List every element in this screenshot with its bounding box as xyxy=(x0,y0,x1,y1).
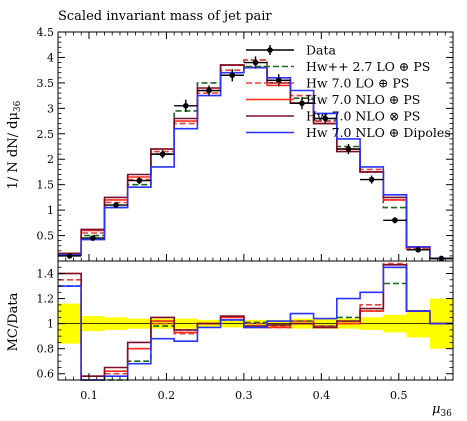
data-point xyxy=(438,255,445,262)
legend-series-label: Hw 7.0 NLO ⊕ PS xyxy=(306,92,420,107)
mc-ratio-line xyxy=(58,266,453,381)
data-point xyxy=(368,176,375,183)
legend-series-label: Hw 7.0 LO ⊕ PS xyxy=(306,76,409,91)
data-point xyxy=(136,177,143,184)
ratio-y-tick-label: 1.2 xyxy=(37,293,55,306)
data-point xyxy=(66,253,73,259)
legend-data-marker xyxy=(267,47,273,53)
main-grid-layer xyxy=(58,56,453,262)
ratio-y-tick-label: 1.4 xyxy=(37,268,55,281)
data-point xyxy=(206,87,212,94)
ratio-layer xyxy=(58,262,453,381)
y-tick-label: 0.5 xyxy=(37,230,55,243)
data-point xyxy=(345,146,352,152)
x-tick-label: 0.2 xyxy=(158,389,176,402)
y-tick-label: 3.5 xyxy=(37,77,55,90)
y-tick-label: 2 xyxy=(47,153,54,166)
data-point xyxy=(275,77,282,84)
y-tick-label: 1 xyxy=(47,204,54,217)
data-point xyxy=(299,100,305,107)
x-tick-label: 0.1 xyxy=(80,389,98,402)
x-axis-label-sub: 36 xyxy=(440,409,452,419)
x-tick-label: 0.4 xyxy=(313,389,331,402)
y-tick-label: 3 xyxy=(47,102,54,115)
ratio-y-tick-label: 0.6 xyxy=(37,368,55,381)
ratio-y-tick-label: 1 xyxy=(47,318,54,331)
x-axis-label: μ36 xyxy=(432,402,452,419)
legend-series-label: Hw 7.0 NLO ⊗ PS xyxy=(306,109,420,124)
legend-data-label: Data xyxy=(306,43,336,58)
y-axis-label: 1/ N dN/ dμ36 xyxy=(6,100,23,189)
data-point xyxy=(113,202,119,208)
y-tick-label: 2.5 xyxy=(37,128,55,141)
x-tick-label: 0.5 xyxy=(390,389,408,402)
data-point xyxy=(182,102,189,109)
y-tick-label: 1.5 xyxy=(37,179,55,192)
x-tick-label: 0.3 xyxy=(235,389,253,402)
data-point xyxy=(90,235,96,241)
data-point xyxy=(415,247,421,253)
ratio-uncertainty-band xyxy=(58,298,453,349)
data-point xyxy=(252,59,259,66)
y-tick-label: 4.5 xyxy=(37,26,55,39)
chart-title: Scaled invariant mass of jet pair xyxy=(58,9,272,24)
legend-series-label: Hw 7.0 NLO ⊕ Dipoles xyxy=(306,125,451,140)
data-point xyxy=(159,151,166,157)
data-point xyxy=(322,115,329,122)
data-point xyxy=(392,217,398,224)
legend-series-label: Hw++ 2.7 LO ⊕ PS xyxy=(306,59,430,74)
ratio-y-tick-label: 0.8 xyxy=(37,343,55,356)
y-tick-label: 4 xyxy=(47,51,54,64)
axes-layer: 0.1 0.2 0.3 0.4 0.5 0.5 1 1.5 2 2.5 3 3.5 4 4.5 0.6 0.8… xyxy=(37,26,453,402)
data-point xyxy=(229,72,236,79)
y-axis-label-sub: 36 xyxy=(13,100,23,112)
ratio-y-axis-label: MC/Data xyxy=(6,292,21,351)
ratio-plot-frame xyxy=(57,260,454,381)
y-axis-label-main: 1/ N dN/ dμ xyxy=(6,112,21,189)
x-axis-label-main: μ xyxy=(432,402,440,417)
